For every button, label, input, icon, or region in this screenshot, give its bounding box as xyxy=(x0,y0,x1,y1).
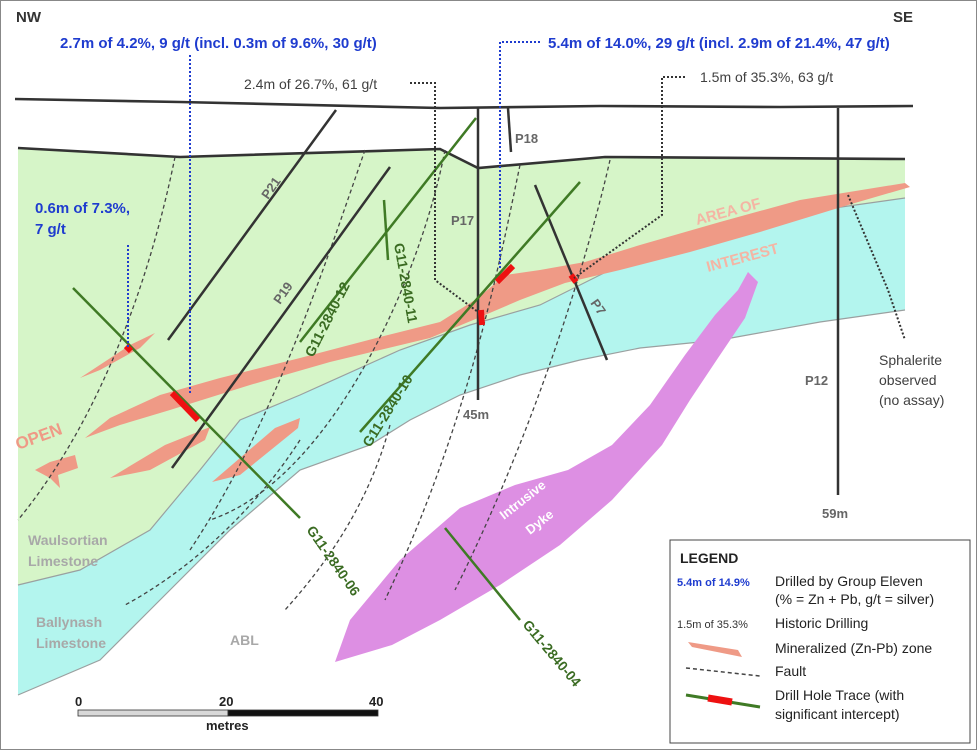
legend: LEGEND 5.4m of 14.9% Drilled by Group El… xyxy=(669,539,971,744)
intercept-g10 xyxy=(494,263,516,285)
nw-label: NW xyxy=(16,9,42,26)
intercepts xyxy=(123,263,579,423)
label-p18: P18 xyxy=(515,131,538,146)
sphalerite-line3: (no assay) xyxy=(879,392,944,408)
depth-p12: 59m xyxy=(822,506,848,521)
intercept-label-c-line1: 0.6m of 7.3%, xyxy=(35,200,130,217)
scale-tick-0: 0 xyxy=(75,694,82,709)
legend-mineral-label: Mineralized (Zn-Pb) zone xyxy=(775,640,932,656)
legend-fault-label: Fault xyxy=(775,663,806,679)
waulsortian-label-line2: Limestone xyxy=(28,553,98,569)
drill-hole-g11-2840-06 xyxy=(72,287,301,519)
drill-hole-p21 xyxy=(166,109,338,341)
leader-historic-a xyxy=(410,82,479,313)
fault-5 xyxy=(454,159,611,591)
intercept-label-a: 2.7m of 4.2%, 9 g/t (incl. 0.3m of 9.6%,… xyxy=(60,35,377,52)
legend-trace-label-line2: significant intercept) xyxy=(775,706,900,722)
historic-label-a: 2.4m of 26.7%, 61 g/t xyxy=(244,76,377,92)
se-label: SE xyxy=(893,9,913,26)
mineralized-zone-main xyxy=(85,183,910,438)
depth-p17: 45m xyxy=(463,407,489,422)
sphalerite-line1: Sphalerite xyxy=(879,352,942,368)
fault-6 xyxy=(284,424,391,611)
label-p17: P17 xyxy=(451,213,474,228)
legend-mineral-swatch xyxy=(688,642,742,657)
legend-trace-label-line1: Drill Hole Trace (with xyxy=(775,687,904,703)
label-p7: P7 xyxy=(588,296,609,318)
group-eleven-drill-holes xyxy=(72,117,581,621)
legend-historic-label: Historic Drilling xyxy=(775,615,868,631)
legend-fault-swatch xyxy=(685,667,761,677)
intrusive-dyke xyxy=(335,272,758,662)
intercept-label-c-line2: 7 g/t xyxy=(35,221,66,238)
scale-bar-light xyxy=(77,709,229,717)
historic-label-b: 1.5m of 35.3%, 63 g/t xyxy=(700,69,833,85)
intercept-label-b: 5.4m of 14.0%, 29 g/t (incl. 2.9m of 21.… xyxy=(548,35,890,52)
ground-surface xyxy=(14,97,914,110)
leader-historic-b xyxy=(573,76,685,279)
scale-tick-20: 20 xyxy=(219,694,233,709)
label-p12: P12 xyxy=(805,373,828,388)
fault-2 xyxy=(189,149,366,551)
ballynash-label-line1: Ballynash xyxy=(36,614,102,630)
legend-box xyxy=(669,539,971,744)
legend-intercept-swatch xyxy=(707,694,733,706)
intercept-g06 xyxy=(169,390,201,423)
open-arrow-icon xyxy=(35,455,78,488)
drill-hole-g11-2840-11 xyxy=(382,199,390,261)
scale-bar: 0 20 40 metres xyxy=(75,694,383,733)
mineralized-zone-upper-left xyxy=(80,333,155,378)
intercept-g06-small xyxy=(123,343,134,354)
drill-hole-p18 xyxy=(506,107,513,153)
mineralized-zone-lower-left-1 xyxy=(110,427,210,478)
legend-g11-sample: 5.4m of 14.9% xyxy=(677,577,750,589)
drill-hole-g11-2840-12 xyxy=(299,117,477,343)
drill-hole-g11-2840-04 xyxy=(444,527,521,621)
label-g11-2840-04: G11-2840-04 xyxy=(520,617,585,690)
drill-hole-p19 xyxy=(170,166,392,469)
waulsortian-limestone-unit xyxy=(18,148,905,585)
label-g11-2840-06: G11-2840-06 xyxy=(304,523,364,599)
historic-drill-holes xyxy=(166,107,840,495)
overburden-base xyxy=(17,146,906,170)
fault-3 xyxy=(209,149,446,521)
waulsortian-label-line1: Waulsortian xyxy=(28,532,108,548)
scale-bar-dark xyxy=(227,709,379,717)
intercept-p17 xyxy=(478,309,485,326)
leader-lines-blue xyxy=(127,41,540,395)
legend-g11-label-line2: (% = Zn + Pb, g/t = silver) xyxy=(775,591,934,607)
legend-historic-sample: 1.5m of 35.3% xyxy=(677,619,748,631)
legend-title: LEGEND xyxy=(680,550,738,566)
leader-lines-black xyxy=(410,76,906,341)
drill-hole-p7 xyxy=(533,184,609,361)
mineralized-zone-lower-left-2 xyxy=(212,418,300,482)
scale-tick-40: 40 xyxy=(369,694,383,709)
leader-b xyxy=(499,41,540,270)
ballynash-label-line2: Limestone xyxy=(36,635,106,651)
ballynash-limestone-unit xyxy=(18,198,905,695)
fault-7 xyxy=(124,439,301,606)
abl-label: ABL xyxy=(230,632,259,648)
drill-hole-g11-2840-10 xyxy=(359,181,581,433)
sphalerite-line2: observed xyxy=(879,372,937,388)
fault-1 xyxy=(17,156,176,521)
intercept-p7 xyxy=(568,273,579,284)
legend-g11-label-line1: Drilled by Group Eleven xyxy=(775,573,923,589)
scale-unit: metres xyxy=(206,718,249,733)
